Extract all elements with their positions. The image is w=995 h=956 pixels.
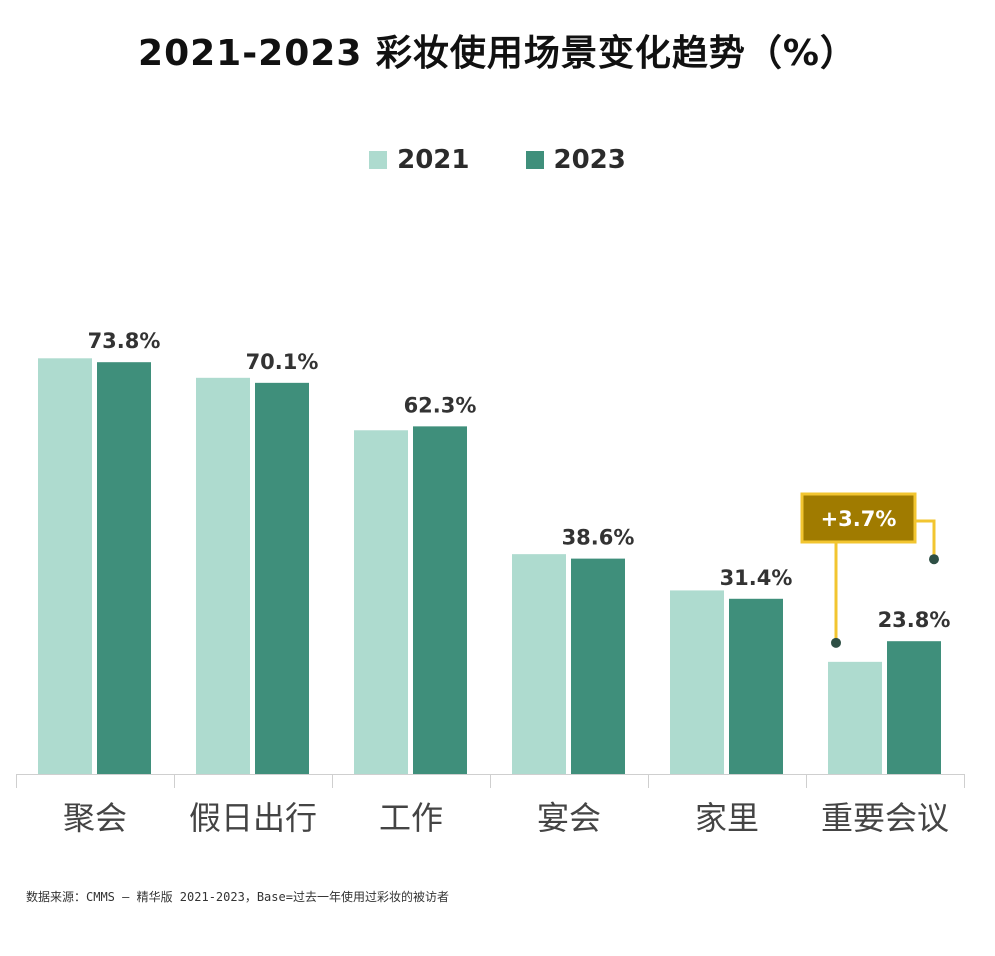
- chart-title: 2021-2023 彩妆使用场景变化趋势（%）: [138, 33, 857, 74]
- data-label-2023: 73.8%: [88, 329, 161, 353]
- annotation-label: +3.7%: [821, 507, 897, 531]
- legend-swatch-2021: [369, 151, 388, 169]
- annotation-line-right: [915, 519, 936, 560]
- legend-label-2021: 2021: [397, 145, 470, 175]
- category-label: 家里: [695, 799, 759, 837]
- legend-item-2021: 2021: [369, 145, 470, 175]
- category-label: 宴会: [537, 799, 601, 837]
- category-label: 重要会议: [821, 799, 949, 837]
- bar-2023-3: [571, 558, 625, 774]
- bar-2023-5: [887, 641, 941, 774]
- data-label-2023: 62.3%: [404, 393, 477, 417]
- bar-2021-5: [828, 661, 882, 774]
- category-label: 假日出行: [189, 799, 317, 837]
- data-label-2023: 70.1%: [246, 350, 319, 374]
- category-label: 工作: [379, 799, 443, 837]
- legend-item-2023: 2023: [525, 145, 626, 175]
- data-label-2023: 38.6%: [562, 526, 635, 550]
- category-label: 聚会: [63, 799, 127, 837]
- bar-2023-2: [413, 426, 467, 774]
- bar-2023-1: [255, 382, 309, 774]
- bar-2021-3: [512, 554, 566, 774]
- bar-2023-4: [729, 598, 783, 774]
- bar-2021-0: [38, 358, 92, 774]
- bar-2021-1: [196, 377, 250, 774]
- annotation-dot-left: [831, 637, 841, 648]
- data-label-2023: 31.4%: [720, 566, 793, 590]
- annotation-dot-right: [929, 554, 939, 565]
- legend: 2021 2023: [0, 140, 995, 180]
- legend-swatch-2023: [525, 151, 544, 169]
- annotation-box: [800, 492, 917, 544]
- data-label-2023: 23.8%: [878, 608, 951, 632]
- data-source-note: 数据来源：CMMS – 精华版 2021-2023，Base=过去一年使用过彩妆…: [26, 890, 449, 904]
- bar-2023-0: [97, 362, 151, 774]
- bar-chart: 73.8% 聚会 70.1% 假日出行 62.3% 工作 38.6% 宴会 31.4% 家里 23.…: [16, 329, 965, 837]
- bar-2021-2: [354, 430, 408, 774]
- bar-2021-4: [670, 590, 724, 774]
- legend-label-2023: 2023: [553, 145, 626, 175]
